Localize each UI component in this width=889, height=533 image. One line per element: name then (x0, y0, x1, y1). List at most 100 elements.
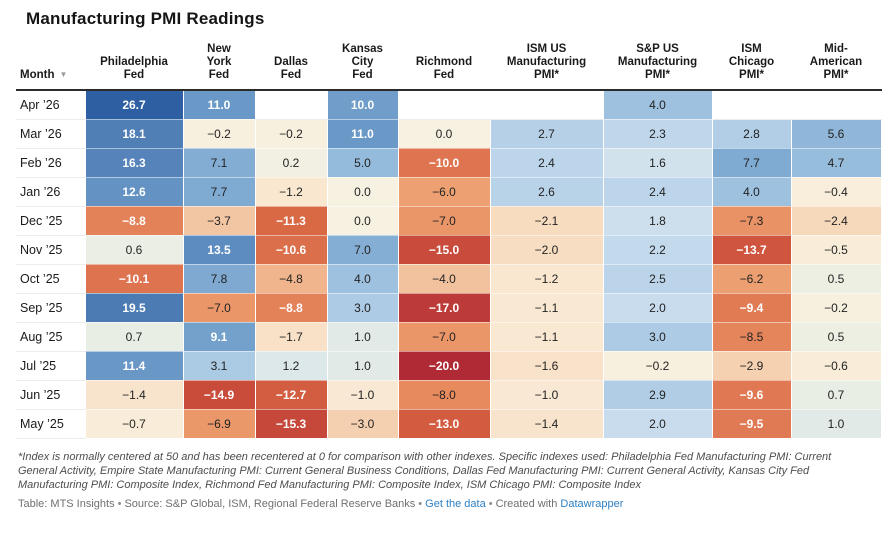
month-cell: Jul ’25 (16, 351, 85, 381)
separator-dot: • (488, 498, 493, 511)
empty-cell (254, 90, 328, 120)
separator-dot: • (418, 498, 423, 511)
value-cell: −2.9 (711, 351, 792, 381)
value-cell: 9.1 (182, 322, 256, 352)
value-cell: −12.7 (254, 380, 328, 410)
value-cell: −0.2 (182, 119, 256, 149)
table-row: Aug ’25 0.7 9.1 −1.7 1.0 −7.0 −1.1 3.0 −8.5 0.5 (16, 322, 882, 352)
value-cell: −10.6 (254, 235, 328, 265)
value-cell: 19.5 (84, 293, 184, 323)
value-cell: 2.7 (489, 119, 604, 149)
value-cell: −4.8 (254, 264, 328, 294)
value-cell: −0.2 (254, 119, 328, 149)
value-cell: 10.0 (326, 90, 399, 120)
value-cell: 12.6 (84, 177, 184, 207)
value-cell: −0.2 (602, 351, 713, 381)
pmi-heatmap-table: Month ▼ Philadelphia Fed New York Fed Dalla… (16, 43, 882, 439)
value-cell: 2.4 (602, 177, 713, 207)
value-cell: −9.5 (711, 409, 792, 439)
empty-cell (711, 90, 792, 120)
value-cell: 3.1 (182, 351, 256, 381)
value-cell: −1.4 (84, 380, 184, 410)
value-cell: 1.6 (602, 148, 713, 178)
value-cell: 1.2 (254, 351, 328, 381)
column-header-month[interactable]: Month ▼ (16, 43, 85, 91)
value-cell: −8.5 (711, 322, 792, 352)
page-title: Manufacturing PMI Readings (26, 9, 265, 28)
value-cell: 16.3 (84, 148, 184, 178)
value-cell: 0.2 (254, 148, 328, 178)
column-header-3[interactable]: Kansas City Fed (327, 43, 398, 91)
month-header-label: Month (20, 69, 55, 81)
column-header-5[interactable]: ISM US Manufacturing PMI* (490, 43, 603, 91)
column-header-4[interactable]: Richmond Fed (398, 43, 490, 91)
month-cell: Feb ’26 (16, 148, 85, 178)
separator-dot: • (117, 498, 122, 511)
value-cell: −6.0 (397, 177, 491, 207)
footnote-text: *Index is normally centered at 50 and ha… (18, 450, 832, 492)
value-cell: −0.5 (790, 235, 882, 265)
get-the-data-link[interactable]: Get the data (425, 498, 486, 511)
value-cell: −10.0 (397, 148, 491, 178)
value-cell: 11.4 (84, 351, 184, 381)
column-header-8[interactable]: Mid- American PMI* (791, 43, 881, 91)
table-credit: Table: MTS Insights (18, 498, 115, 511)
month-cell: Oct ’25 (16, 264, 85, 294)
value-cell: −0.4 (790, 177, 882, 207)
value-cell: −3.0 (326, 409, 399, 439)
value-cell: 5.0 (326, 148, 399, 178)
value-cell: −3.7 (182, 206, 256, 236)
value-cell: 0.6 (84, 235, 184, 265)
table-row: May ’25 −0.7 −6.9 −15.3 −3.0 −13.0 −1.4 2.0 −9.5… (16, 409, 882, 439)
created-with-text: Created with (495, 498, 558, 511)
table-row: Jun ’25 −1.4 −14.9 −12.7 −1.0 −8.0 −1.0 2.9 −9.6… (16, 380, 882, 410)
value-cell: −4.0 (397, 264, 491, 294)
value-cell: −0.7 (84, 409, 184, 439)
table-row: Dec ’25 −8.8 −3.7 −11.3 0.0 −7.0 −2.1 1.8 −7.3 −2… (16, 206, 882, 236)
value-cell: −1.2 (489, 264, 604, 294)
month-cell: Apr ’26 (16, 90, 85, 120)
value-cell: 2.4 (489, 148, 604, 178)
value-cell: −1.1 (489, 293, 604, 323)
column-header-2[interactable]: Dallas Fed (255, 43, 327, 91)
value-cell: −14.9 (182, 380, 256, 410)
value-cell: −1.4 (489, 409, 604, 439)
value-cell: 11.0 (326, 119, 399, 149)
value-cell: −13.0 (397, 409, 491, 439)
value-cell: 7.7 (182, 177, 256, 207)
value-cell: 5.6 (790, 119, 882, 149)
source-credit: Source: S&P Global, ISM, Regional Federa… (124, 498, 416, 511)
value-cell: −6.9 (182, 409, 256, 439)
column-header-7[interactable]: ISM Chicago PMI* (712, 43, 791, 91)
value-cell: 13.5 (182, 235, 256, 265)
value-cell: −7.0 (397, 322, 491, 352)
value-cell: 7.0 (326, 235, 399, 265)
value-cell: 1.0 (326, 351, 399, 381)
value-cell: 2.8 (711, 119, 792, 149)
value-cell: 4.7 (790, 148, 882, 178)
value-cell: −7.3 (711, 206, 792, 236)
empty-cell (790, 90, 882, 120)
value-cell: −1.1 (489, 322, 604, 352)
month-cell: Jun ’25 (16, 380, 85, 410)
column-header-6[interactable]: S&P US Manufacturing PMI* (603, 43, 712, 91)
value-cell: 0.5 (790, 322, 882, 352)
datawrapper-link[interactable]: Datawrapper (560, 498, 624, 511)
value-cell: −6.2 (711, 264, 792, 294)
value-cell: 7.1 (182, 148, 256, 178)
value-cell: 11.0 (182, 90, 256, 120)
value-cell: −2.0 (489, 235, 604, 265)
value-cell: −2.1 (489, 206, 604, 236)
value-cell: 0.7 (790, 380, 882, 410)
value-cell: 0.5 (790, 264, 882, 294)
value-cell: 4.0 (326, 264, 399, 294)
value-cell: 4.0 (711, 177, 792, 207)
column-header-1[interactable]: New York Fed (183, 43, 255, 91)
value-cell: −9.4 (711, 293, 792, 323)
value-cell: −15.0 (397, 235, 491, 265)
table-row: Nov ’25 0.6 13.5 −10.6 7.0 −15.0 −2.0 2.2 −13.7−… (16, 235, 882, 265)
value-cell: 0.7 (84, 322, 184, 352)
column-header-0[interactable]: Philadelphia Fed (85, 43, 183, 91)
table-row: Jan ’26 12.6 7.7 −1.2 0.0 −6.0 2.6 2.4 4.0 −0.4 (16, 177, 882, 207)
